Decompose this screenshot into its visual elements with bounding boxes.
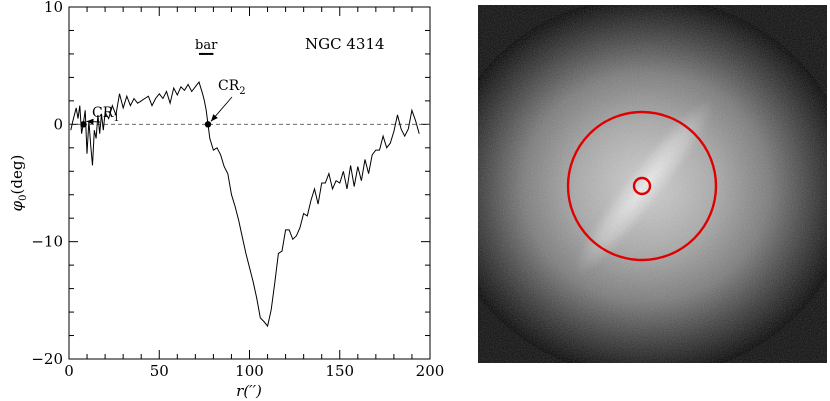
axis-ticks	[68, 6, 431, 360]
cr1-annotation: CR1	[80, 105, 120, 128]
x-tick-label: 150	[325, 362, 354, 380]
cr1-arrowhead	[86, 118, 94, 125]
x-tick-label: 0	[64, 362, 74, 380]
cr1-point	[80, 121, 87, 128]
y-tick-label: 0	[53, 115, 63, 133]
cr2-point	[204, 121, 212, 128]
x-tick-label: 100	[235, 362, 264, 380]
plot-frame	[68, 6, 431, 360]
cr1-subscript: 1	[113, 113, 119, 124]
cr2-label: CR	[218, 78, 240, 94]
cr1-label: CR	[92, 105, 114, 121]
inner-corotation-circle	[632, 176, 652, 196]
cr2-subscript: 2	[239, 86, 245, 97]
x-tick-label: 50	[150, 362, 169, 380]
bar-label: bar	[195, 38, 218, 53]
y-tick-label: −10	[31, 233, 63, 251]
svg-text:CR1: CR1	[92, 105, 120, 124]
x-axis-label: r(′′)	[236, 382, 262, 400]
phase-shift-series-line	[70, 81, 420, 328]
galaxy-name-annotation: NGC 4314	[305, 35, 385, 53]
outer-corotation-circle	[566, 110, 718, 262]
galaxy-image	[478, 5, 827, 363]
galaxy-image-panel	[478, 5, 827, 363]
y-tick-label: 10	[44, 0, 63, 16]
cr2-annotation: CR2	[204, 78, 246, 128]
y-axis-label: φ0(deg)	[8, 155, 29, 212]
svg-text:CR2: CR2	[218, 78, 246, 97]
cr2-arrowhead	[210, 114, 218, 122]
y-tick-label: −20	[31, 350, 63, 368]
x-tick-label: 200	[416, 362, 445, 380]
